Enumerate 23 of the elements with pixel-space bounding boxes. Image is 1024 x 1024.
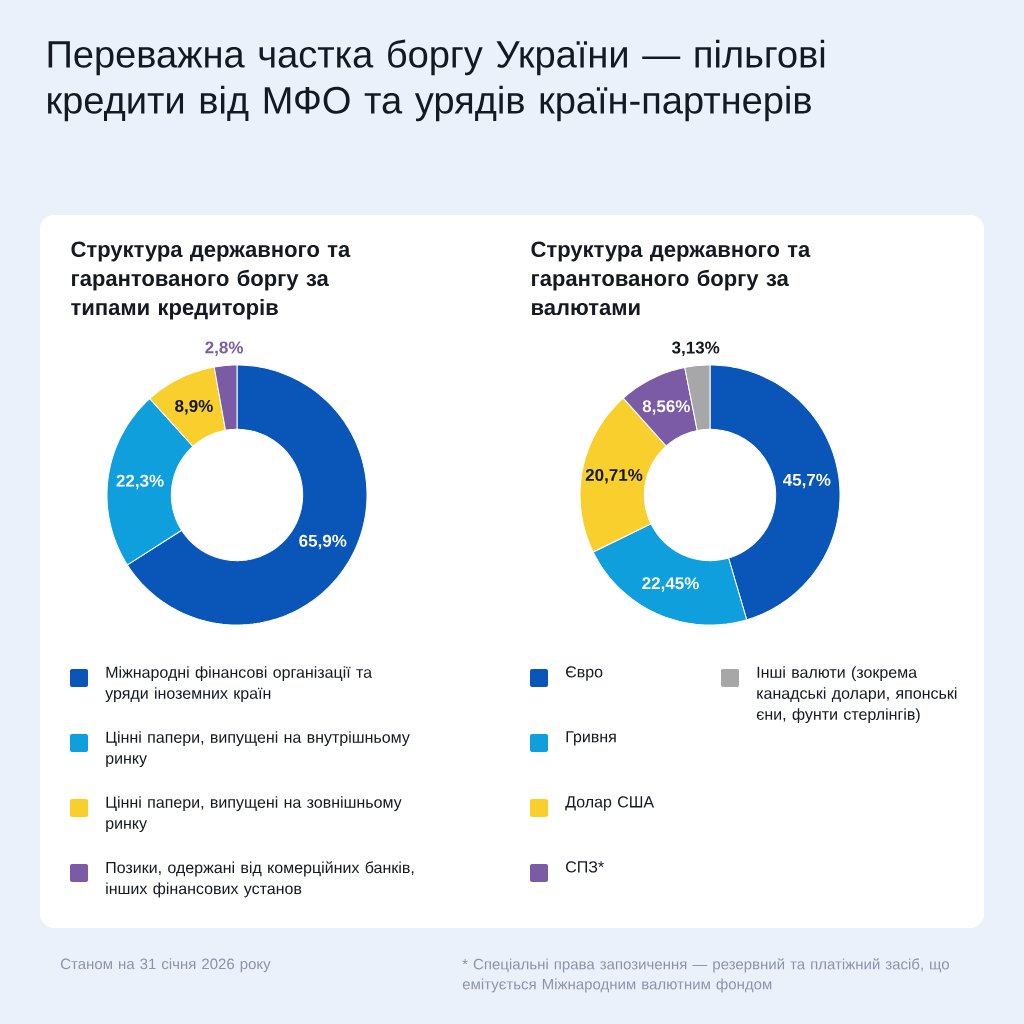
- chart-title: Структура державного та гарантованого боргу за валютами: [531, 241, 811, 316]
- legend-label: Інші валюти (зокрема канадські долари, японські єни, фунти стерлінгів): [756, 666, 957, 724]
- legend-label: Міжнародні фінансові організації та уряди іноземних країн: [105, 666, 373, 703]
- legend-label: Гривня: [566, 731, 616, 746]
- legend-label: Цінні папери, випущені на внутрішньому ринку: [106, 731, 410, 768]
- data-label: 2,8%: [205, 341, 243, 356]
- chart-subtitle: Структура державного та гарантованого боргу за типами кредиторів: [71, 241, 351, 320]
- data-label: 22,45%: [642, 577, 699, 592]
- text: Станом на 31 січня 2026 року: [60, 958, 271, 973]
- data-label: 22,3%: [116, 474, 164, 490]
- chart-title: Переважна частка боргу України — пільгові кредити від МФО та урядів країн-партнерів: [48, 39, 825, 122]
- data-label: 8,56%: [642, 400, 690, 415]
- data-label: 20,71%: [585, 468, 643, 484]
- data-label: 45,7%: [782, 473, 831, 489]
- legend-label: Цінні папери, випущені на зовнішньому ринку: [106, 796, 402, 833]
- legend-label: Долар США: [565, 796, 655, 811]
- text: * Спеціальні права запозичення — резервний та платіжний засіб, що емітується Міжнародним валютним фондом: [462, 958, 949, 993]
- legend-label: Позики, одержані від комерційних банків, інших фінансових установ: [106, 861, 414, 898]
- data-label: 8,9%: [175, 399, 213, 415]
- data-label: 65,9%: [299, 534, 347, 550]
- legend-label: Євро: [566, 666, 603, 681]
- legend-label: СПЗ*: [566, 861, 604, 873]
- data-label: 3,13%: [671, 341, 720, 357]
